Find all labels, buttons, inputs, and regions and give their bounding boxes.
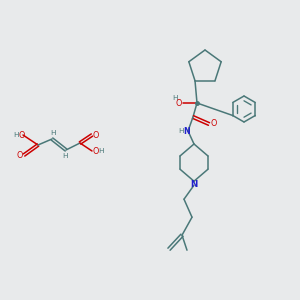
Text: H: H xyxy=(62,153,68,159)
Text: N: N xyxy=(190,180,198,189)
Text: H: H xyxy=(98,148,104,154)
Text: O: O xyxy=(93,130,99,140)
Text: O: O xyxy=(93,146,99,155)
Text: H: H xyxy=(50,130,56,136)
Text: O: O xyxy=(17,151,23,160)
Text: H: H xyxy=(13,132,19,138)
Text: O: O xyxy=(211,119,217,128)
Text: N: N xyxy=(184,127,190,136)
Text: H: H xyxy=(172,95,178,101)
Text: O: O xyxy=(176,98,182,107)
Text: O: O xyxy=(19,130,25,140)
Text: H: H xyxy=(178,128,184,134)
